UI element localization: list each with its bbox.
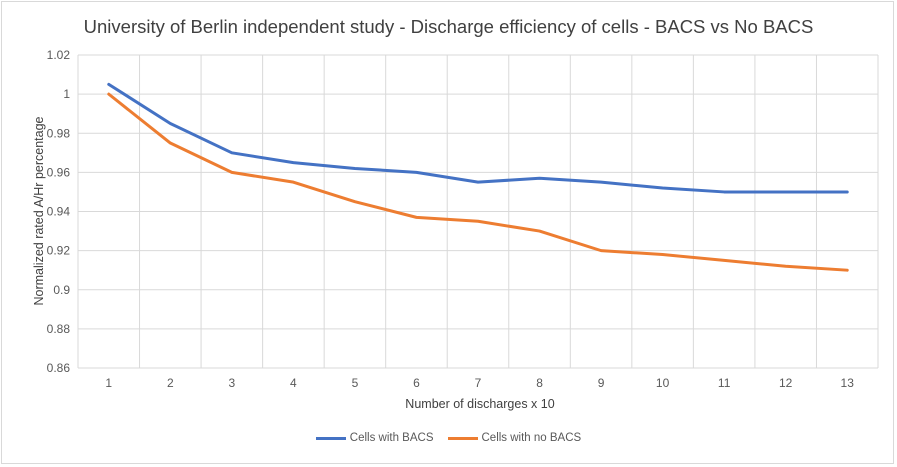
- y-tick-label: 1.02: [47, 48, 71, 62]
- y-tick-label: 0.88: [47, 322, 71, 336]
- x-tick-label: 1: [105, 376, 112, 390]
- legend-label-bacs: Cells with BACS: [349, 432, 434, 444]
- x-tick-label: 10: [656, 376, 670, 390]
- x-tick-label: 6: [413, 376, 420, 390]
- y-tick-label: 1: [63, 87, 70, 101]
- y-tick-label: 0.92: [47, 244, 71, 258]
- x-tick-label: 11: [718, 376, 731, 390]
- y-tick-label: 0.96: [47, 165, 71, 179]
- legend-item-bacs: Cells with BACS: [315, 432, 434, 444]
- x-tick-label: 12: [779, 376, 793, 390]
- y-tick-label: 0.98: [47, 126, 71, 140]
- legend-label-no-bacs: Cells with no BACS: [481, 432, 582, 444]
- legend-item-no-bacs: Cells with no BACS: [447, 432, 582, 444]
- x-tick-label: 4: [290, 376, 297, 390]
- legend-swatch-no-bacs: [447, 436, 478, 440]
- x-tick-label: 7: [475, 376, 482, 390]
- y-tick-label: 0.86: [47, 361, 71, 375]
- x-tick-label: 5: [352, 376, 359, 390]
- y-tick-label: 0.9: [53, 283, 70, 297]
- y-tick-label: 0.94: [47, 205, 71, 219]
- series-line-bacs: [107, 82, 849, 194]
- chart-title: University of Berlin independent study -…: [83, 16, 814, 37]
- x-tick-label: 13: [841, 376, 855, 390]
- x-tick-label: 2: [167, 376, 174, 390]
- legend: Cells with BACS Cells with no BACS: [0, 432, 897, 444]
- x-axis-label: Number of discharges x 10: [405, 397, 555, 411]
- x-tick-label: 8: [536, 376, 543, 390]
- x-tick-label: 9: [598, 376, 605, 390]
- legend-swatch-bacs: [315, 436, 346, 440]
- x-tick-label: 3: [229, 376, 236, 390]
